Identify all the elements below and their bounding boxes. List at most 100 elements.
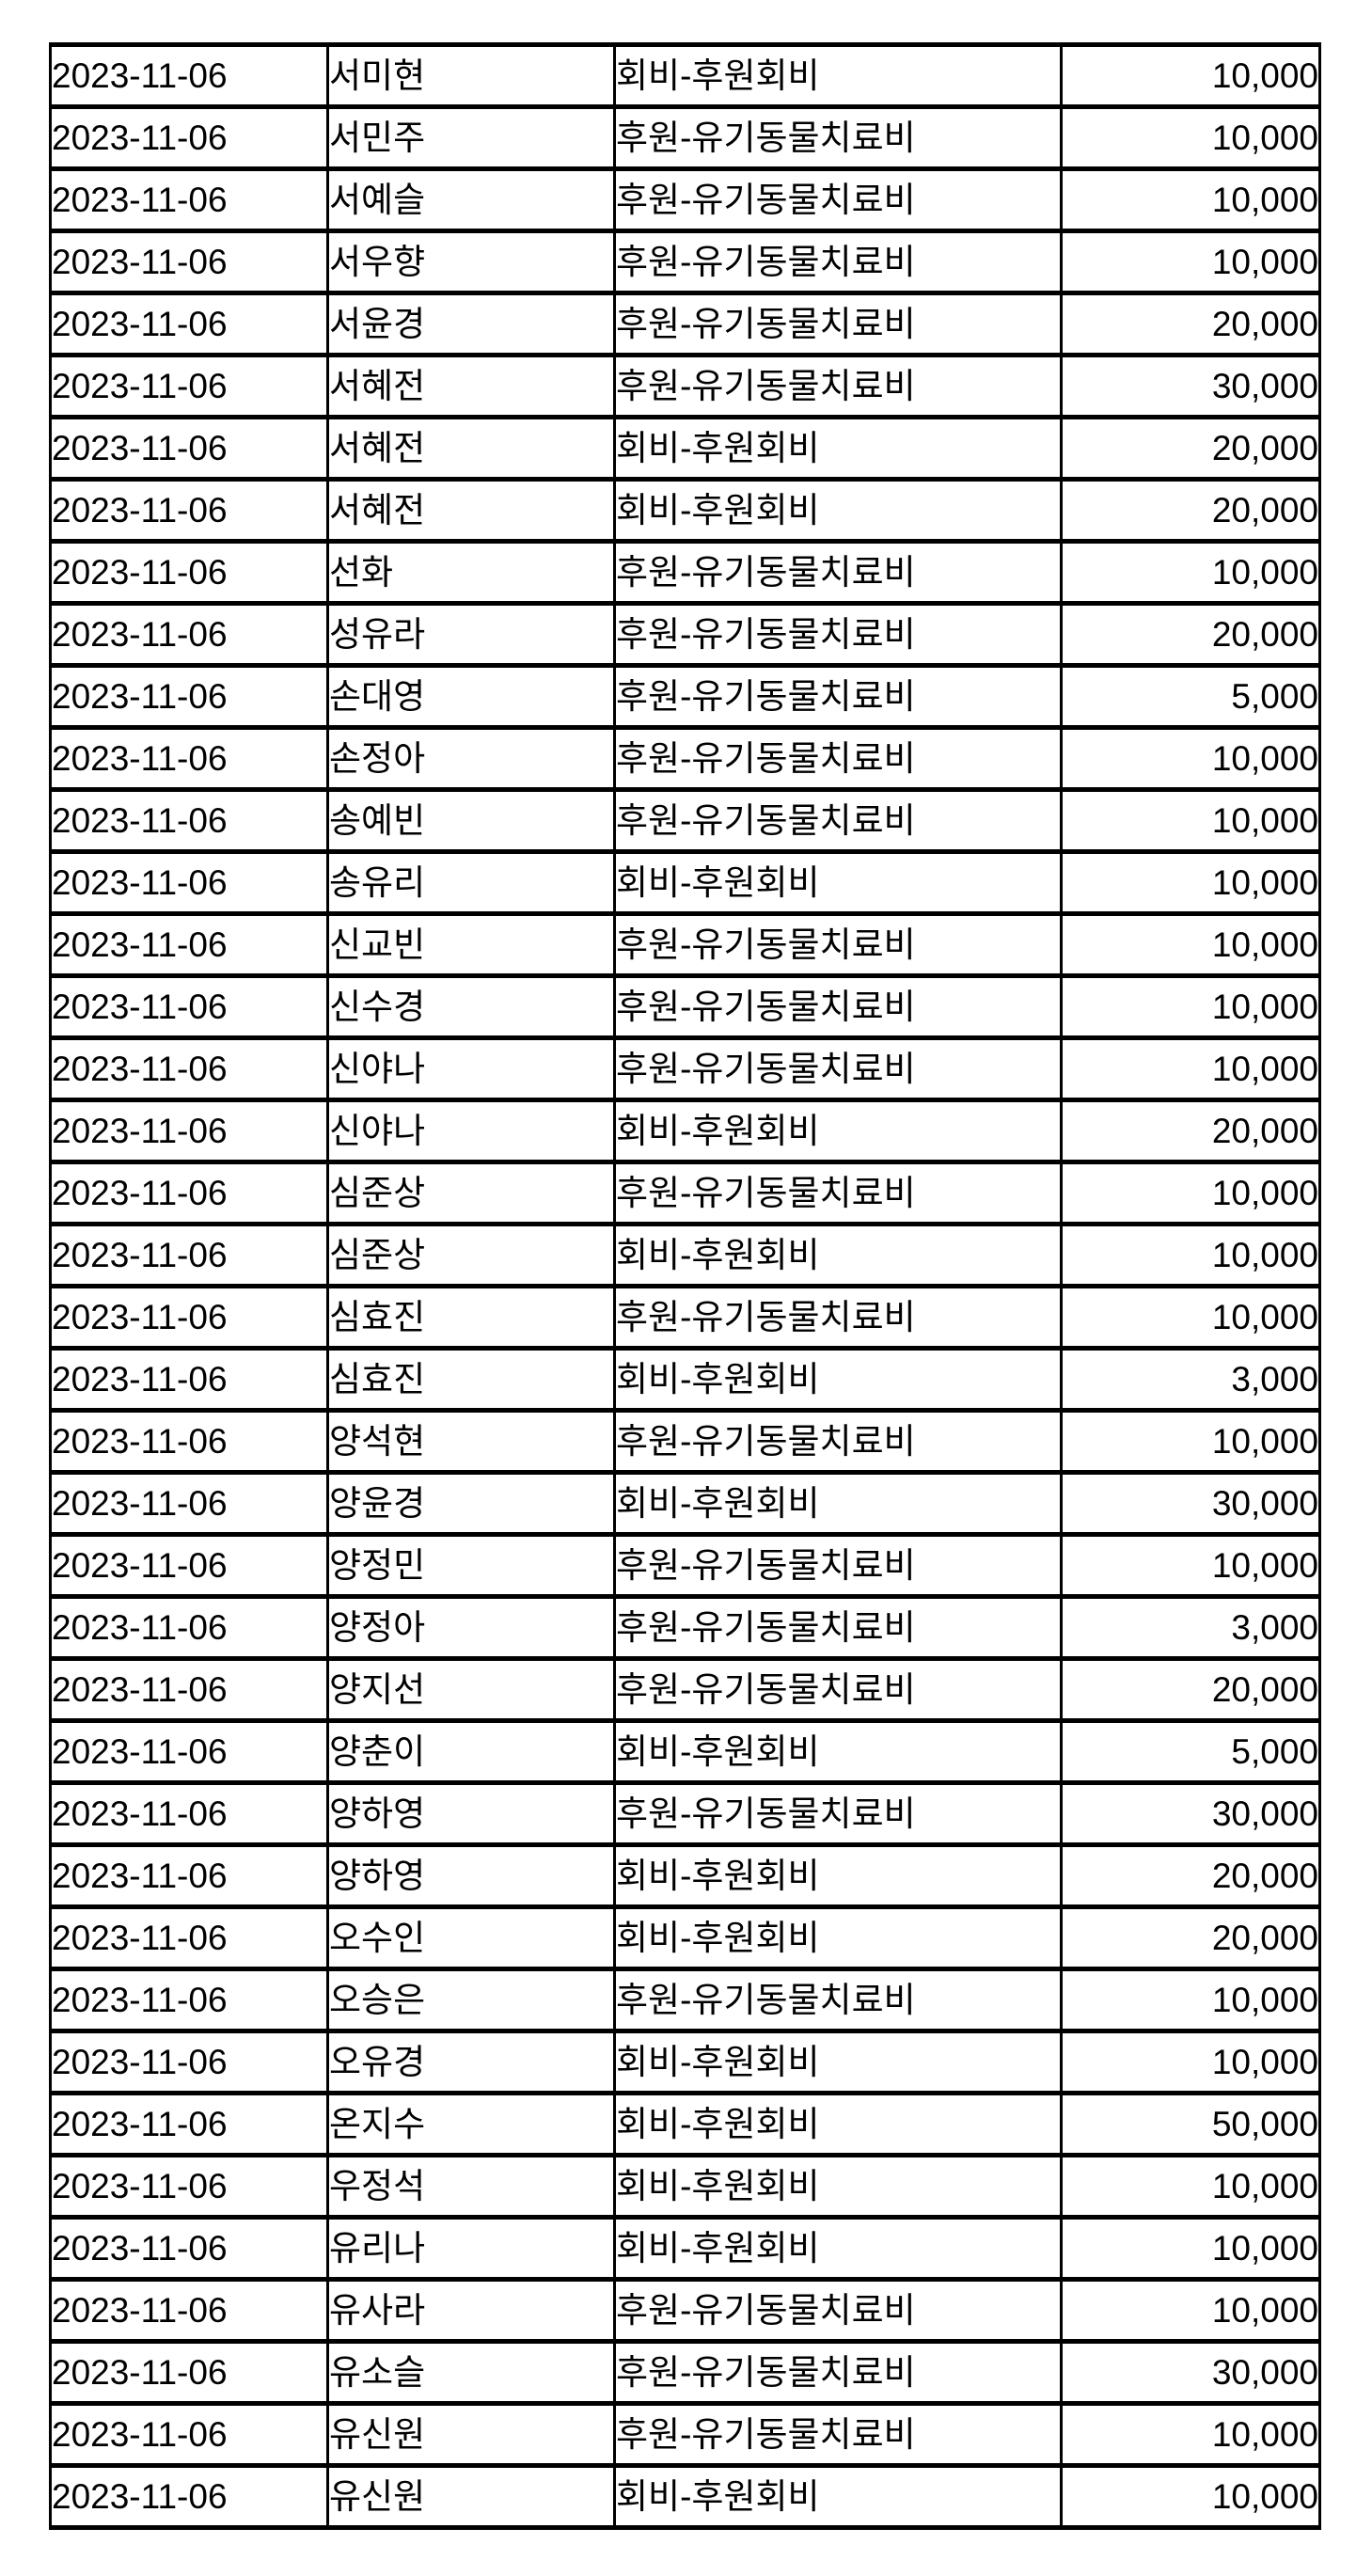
amount-cell: 10,000 xyxy=(1060,1160,1321,1226)
table-row: 2023-11-06 유신원 후원-유기동물치료비 10,000 xyxy=(49,2401,1321,2468)
date-cell: 2023-11-06 xyxy=(49,477,329,544)
date-cell: 2023-11-06 xyxy=(49,229,329,295)
name-cell: 심준상 xyxy=(326,1160,616,1226)
table-row: 2023-11-06 신교빈 후원-유기동물치료비 10,000 xyxy=(49,911,1321,978)
table-row: 2023-11-06 심효진 회비-후원회비 3,000 xyxy=(49,1346,1321,1413)
amount-cell: 5,000 xyxy=(1060,663,1321,730)
category-cell: 회비-후원회비 xyxy=(613,2029,1063,2095)
name-cell: 송예빈 xyxy=(326,787,616,854)
amount-cell: 20,000 xyxy=(1060,291,1321,357)
name-cell: 심효진 xyxy=(326,1284,616,1351)
date-cell: 2023-11-06 xyxy=(49,973,329,1040)
name-cell: 양윤경 xyxy=(326,1470,616,1537)
table-row: 2023-11-06 신야나 회비-후원회비 20,000 xyxy=(49,1098,1321,1164)
date-cell: 2023-11-06 xyxy=(49,725,329,792)
amount-cell: 20,000 xyxy=(1060,1842,1321,1909)
category-cell: 후원-유기동물치료비 xyxy=(613,1035,1063,1102)
table-row: 2023-11-06 오유경 회비-후원회비 10,000 xyxy=(49,2029,1321,2095)
name-cell: 양하영 xyxy=(326,1842,616,1909)
category-cell: 회비-후원회비 xyxy=(613,1098,1063,1164)
category-cell: 후원-유기동물치료비 xyxy=(613,166,1063,233)
name-cell: 손정아 xyxy=(326,725,616,792)
amount-cell: 10,000 xyxy=(1060,911,1321,978)
table-row: 2023-11-06 양춘이 회비-후원회비 5,000 xyxy=(49,1718,1321,1785)
table-row: 2023-11-06 서민주 후원-유기동물치료비 10,000 xyxy=(49,104,1321,171)
amount-cell: 10,000 xyxy=(1060,42,1321,109)
amount-cell: 30,000 xyxy=(1060,2339,1321,2406)
table-row: 2023-11-06 오승은 후원-유기동물치료비 10,000 xyxy=(49,1967,1321,2033)
category-cell: 회비-후원회비 xyxy=(613,2091,1063,2157)
amount-cell: 10,000 xyxy=(1060,1035,1321,1102)
amount-cell: 10,000 xyxy=(1060,1284,1321,1351)
amount-cell: 10,000 xyxy=(1060,104,1321,171)
amount-cell: 10,000 xyxy=(1060,2277,1321,2344)
name-cell: 서혜전 xyxy=(326,415,616,482)
table-row: 2023-11-06 서혜전 회비-후원회비 20,000 xyxy=(49,415,1321,482)
category-cell: 회비-후원회비 xyxy=(613,1470,1063,1537)
category-cell: 회비-후원회비 xyxy=(613,1222,1063,1288)
category-cell: 후원-유기동물치료비 xyxy=(613,291,1063,357)
category-cell: 후원-유기동물치료비 xyxy=(613,229,1063,295)
category-cell: 회비-후원회비 xyxy=(613,849,1063,916)
date-cell: 2023-11-06 xyxy=(49,2401,329,2468)
category-cell: 후원-유기동물치료비 xyxy=(613,1408,1063,1475)
date-cell: 2023-11-06 xyxy=(49,1035,329,1102)
table-row: 2023-11-06 우정석 회비-후원회비 10,000 xyxy=(49,2153,1321,2220)
date-cell: 2023-11-06 xyxy=(49,1532,329,1599)
amount-cell: 10,000 xyxy=(1060,2215,1321,2282)
category-cell: 후원-유기동물치료비 xyxy=(613,2401,1063,2468)
name-cell: 서혜전 xyxy=(326,477,616,544)
table-row: 2023-11-06 유소슬 후원-유기동물치료비 30,000 xyxy=(49,2339,1321,2406)
category-cell: 후원-유기동물치료비 xyxy=(613,1656,1063,1723)
table-row: 2023-11-06 서혜전 회비-후원회비 20,000 xyxy=(49,477,1321,544)
category-cell: 후원-유기동물치료비 xyxy=(613,911,1063,978)
category-cell: 후원-유기동물치료비 xyxy=(613,1160,1063,1226)
date-cell: 2023-11-06 xyxy=(49,1160,329,1226)
category-cell: 회비-후원회비 xyxy=(613,1904,1063,1971)
category-cell: 후원-유기동물치료비 xyxy=(613,539,1063,606)
category-cell: 회비-후원회비 xyxy=(613,415,1063,482)
table-row: 2023-11-06 양윤경 회비-후원회비 30,000 xyxy=(49,1470,1321,1537)
date-cell: 2023-11-06 xyxy=(49,353,329,419)
table-row: 2023-11-06 양하영 후원-유기동물치료비 30,000 xyxy=(49,1780,1321,1847)
date-cell: 2023-11-06 xyxy=(49,663,329,730)
table-row: 2023-11-06 손정아 후원-유기동물치료비 10,000 xyxy=(49,725,1321,792)
date-cell: 2023-11-06 xyxy=(49,2029,329,2095)
name-cell: 심효진 xyxy=(326,1346,616,1413)
table-row: 2023-11-06 양석현 후원-유기동물치료비 10,000 xyxy=(49,1408,1321,1475)
date-cell: 2023-11-06 xyxy=(49,1284,329,1351)
table-row: 2023-11-06 양하영 회비-후원회비 20,000 xyxy=(49,1842,1321,1909)
amount-cell: 10,000 xyxy=(1060,2029,1321,2095)
table-row: 2023-11-06 심효진 후원-유기동물치료비 10,000 xyxy=(49,1284,1321,1351)
name-cell: 유소슬 xyxy=(326,2339,616,2406)
name-cell: 신교빈 xyxy=(326,911,616,978)
amount-cell: 10,000 xyxy=(1060,1222,1321,1288)
name-cell: 손대영 xyxy=(326,663,616,730)
category-cell: 후원-유기동물치료비 xyxy=(613,1532,1063,1599)
amount-cell: 20,000 xyxy=(1060,601,1321,668)
name-cell: 오승은 xyxy=(326,1967,616,2033)
donation-ledger-table: 2023-11-06 서미현 회비-후원회비 10,000 2023-11-06 서민주 후… xyxy=(49,42,1321,2530)
name-cell: 우정석 xyxy=(326,2153,616,2220)
category-cell: 회비-후원회비 xyxy=(613,2463,1063,2530)
date-cell: 2023-11-06 xyxy=(49,291,329,357)
amount-cell: 10,000 xyxy=(1060,1967,1321,2033)
table-row: 2023-11-06 서혜전 후원-유기동물치료비 30,000 xyxy=(49,353,1321,419)
amount-cell: 10,000 xyxy=(1060,2401,1321,2468)
amount-cell: 20,000 xyxy=(1060,1098,1321,1164)
name-cell: 오수인 xyxy=(326,1904,616,1971)
date-cell: 2023-11-06 xyxy=(49,166,329,233)
amount-cell: 20,000 xyxy=(1060,477,1321,544)
table-body: 2023-11-06 서미현 회비-후원회비 10,000 2023-11-06 서민주 후… xyxy=(49,42,1321,2530)
table-row: 2023-11-06 유사라 후원-유기동물치료비 10,000 xyxy=(49,2277,1321,2344)
amount-cell: 10,000 xyxy=(1060,725,1321,792)
amount-cell: 20,000 xyxy=(1060,1904,1321,1971)
table-row: 2023-11-06 온지수 회비-후원회비 50,000 xyxy=(49,2091,1321,2157)
amount-cell: 10,000 xyxy=(1060,787,1321,854)
category-cell: 회비-후원회비 xyxy=(613,1842,1063,1909)
name-cell: 신야나 xyxy=(326,1098,616,1164)
table-row: 2023-11-06 손대영 후원-유기동물치료비 5,000 xyxy=(49,663,1321,730)
category-cell: 후원-유기동물치료비 xyxy=(613,2277,1063,2344)
category-cell: 후원-유기동물치료비 xyxy=(613,787,1063,854)
table-row: 2023-11-06 신수경 후원-유기동물치료비 10,000 xyxy=(49,973,1321,1040)
